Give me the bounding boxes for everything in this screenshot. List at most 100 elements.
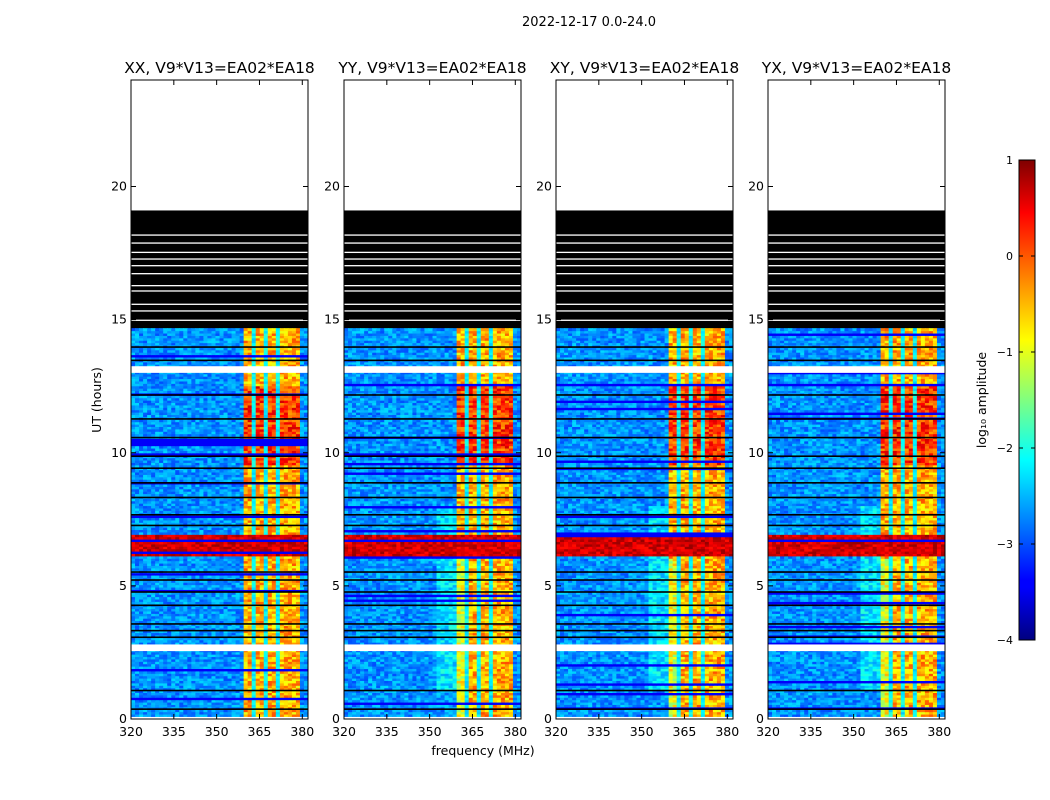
- spectrogram-cell: [235, 675, 241, 679]
- spectrogram-cell: [215, 447, 221, 451]
- spectrogram-cell: [211, 675, 217, 679]
- spectrogram-cell: [219, 699, 225, 703]
- spectrogram-cell: [243, 685, 249, 689]
- spectrogram-cell: [259, 543, 265, 547]
- spectrogram-cell: [207, 630, 213, 634]
- spectrogram-cell: [163, 452, 168, 456]
- spectrogram-cell: [167, 574, 172, 578]
- spectrogram-cell: [139, 471, 144, 475]
- spectrogram-cell: [263, 548, 269, 552]
- spectrogram-cell: [171, 642, 176, 646]
- spectrogram-cell: [207, 517, 213, 521]
- spectrogram-cell: [255, 469, 261, 473]
- spectrogram-cell: [295, 462, 301, 466]
- spectrogram-cell: [179, 450, 184, 454]
- spectrogram-cell: [147, 704, 152, 708]
- spectrogram-cell: [179, 658, 184, 662]
- spectrogram-cell: [211, 452, 217, 456]
- spectrogram-cell: [207, 625, 213, 629]
- spectrogram-cell: [263, 694, 269, 698]
- spectrogram-cell: [183, 615, 188, 619]
- spectrogram-cell: [247, 519, 253, 523]
- spectrogram-cell: [283, 519, 289, 523]
- spectrogram-cell: [179, 543, 184, 547]
- spectrogram-cell: [239, 584, 245, 588]
- spectrogram-cell: [271, 462, 277, 466]
- spectrogram-cell: [167, 713, 172, 717]
- spectrogram-cell: [159, 642, 164, 646]
- spectrogram-cell: [195, 541, 200, 545]
- spectrogram-cell: [163, 637, 168, 641]
- spectrogram-cell: [283, 704, 289, 708]
- spectrogram-cell: [251, 483, 257, 487]
- spectrogram-cell: [223, 462, 229, 466]
- spectrogram-cell: [295, 447, 301, 451]
- spectrogram-cell: [135, 555, 140, 559]
- spectrogram-cell: [211, 493, 217, 497]
- spectrogram-cell: [179, 539, 184, 543]
- spectrogram-cell: [275, 553, 281, 557]
- spectrogram-cell: [267, 503, 273, 507]
- spectrogram-cell: [295, 651, 301, 655]
- spectrogram-cell: [283, 522, 289, 526]
- spectrogram-cell: [211, 673, 217, 677]
- spectrogram-cell: [267, 582, 273, 586]
- spectrogram-cell: [207, 656, 213, 660]
- spectrogram-cell: [263, 661, 269, 665]
- spectrogram-cell: [283, 713, 289, 717]
- spectrogram-cell: [195, 625, 200, 629]
- spectrogram-cell: [275, 701, 281, 705]
- spectrogram-cell: [283, 517, 289, 521]
- spectrogram-cell: [195, 591, 200, 595]
- spectrogram-cell: [255, 450, 261, 454]
- spectrogram-cell: [187, 567, 192, 571]
- spectrogram-cell: [147, 450, 152, 454]
- spectrogram-cell: [171, 591, 176, 595]
- spectrogram-cell: [139, 452, 144, 456]
- spectrogram-cell: [283, 610, 289, 614]
- spectrogram-cell: [135, 601, 140, 605]
- spectrogram-cell: [303, 464, 308, 468]
- spectrogram-cell: [163, 591, 168, 595]
- spectrogram-cell: [143, 689, 148, 693]
- spectrogram-cell: [147, 522, 152, 526]
- spectrogram-cell: [139, 534, 144, 538]
- spectrogram-cell: [303, 536, 308, 540]
- spectrogram-cell: [275, 531, 281, 535]
- spectrogram-cell: [171, 486, 176, 490]
- spectrogram-cell: [143, 560, 148, 564]
- spectrogram-cell: [187, 706, 192, 710]
- spectrogram-cell: [243, 577, 249, 581]
- spectrogram-cell: [303, 685, 308, 689]
- spectrogram-cell: [195, 711, 200, 715]
- spectrogram-cell: [215, 677, 221, 681]
- spectrogram-cell: [255, 663, 261, 667]
- spectrogram-cell: [151, 541, 156, 545]
- spectrogram-cell: [251, 539, 257, 543]
- spectrogram-cell: [279, 656, 285, 660]
- spectrogram-cell: [303, 656, 308, 660]
- spectrogram-cell: [303, 447, 308, 451]
- spectrogram-cell: [227, 668, 233, 672]
- spectrogram-cell: [135, 558, 140, 562]
- spectrogram-cell: [211, 625, 217, 629]
- spectrogram-cell: [179, 536, 184, 540]
- spectrogram-cell: [303, 550, 308, 554]
- spectrogram-cell: [131, 447, 136, 451]
- spectrogram-cell: [299, 654, 305, 658]
- spectrogram-cell: [191, 685, 196, 689]
- spectrogram-cell: [215, 658, 221, 662]
- spectrogram-cell: [227, 591, 233, 595]
- spectrogram-cell: [167, 469, 172, 473]
- spectrogram-cell: [295, 596, 301, 600]
- spectrogram-cell: [191, 586, 196, 590]
- spectrogram-cell: [263, 462, 269, 466]
- spectrogram-cell: [271, 498, 277, 502]
- spectrogram-cell: [287, 486, 293, 490]
- spectrogram-cell: [163, 560, 168, 564]
- spectrogram-cell: [255, 668, 261, 672]
- spectrogram-cell: [215, 670, 221, 674]
- spectrogram-cell: [199, 666, 205, 670]
- spectrogram-cell: [263, 675, 269, 679]
- spectrogram-cell: [243, 457, 249, 461]
